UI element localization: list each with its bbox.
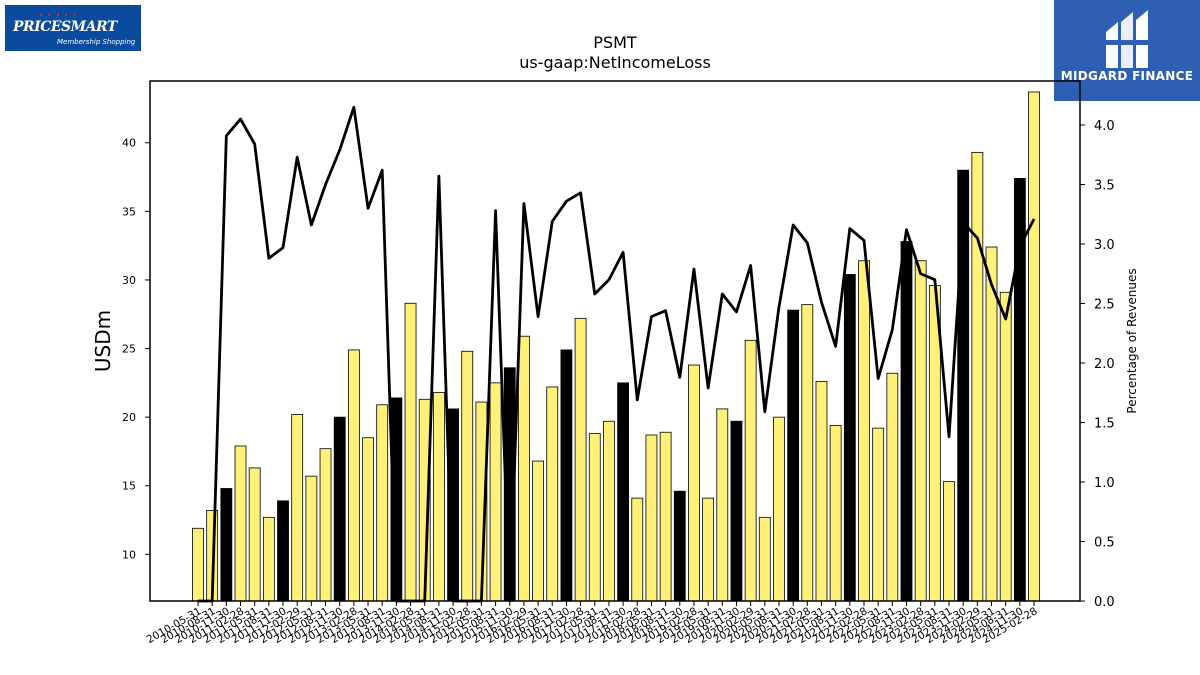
y2-tick-label: 3.5	[1094, 179, 1115, 194]
midgard-finance-logo: MIDGARD FINANCE	[1054, 0, 1200, 101]
logo-right-text: MIDGARD FINANCE	[1060, 69, 1194, 83]
bar	[702, 497, 715, 602]
y-tick-label: 20	[122, 411, 136, 424]
bar	[843, 274, 856, 602]
bar	[432, 392, 445, 602]
bar	[404, 302, 417, 602]
y2-tick-label: 1.5	[1094, 417, 1115, 432]
bar	[716, 408, 729, 602]
y-tick-label: 10	[122, 548, 136, 561]
bar	[376, 404, 389, 602]
plot-frame	[149, 80, 1081, 602]
percentage-line	[198, 105, 1036, 603]
bar	[603, 420, 615, 602]
bar	[305, 475, 318, 602]
bar	[546, 386, 559, 602]
bar	[560, 349, 573, 602]
bar	[574, 317, 587, 602]
bar	[730, 420, 743, 602]
bar	[900, 241, 913, 602]
bar	[461, 350, 474, 602]
bar	[773, 416, 785, 602]
bar	[362, 437, 374, 602]
bar	[645, 434, 658, 602]
y2-tick-label: 2.5	[1094, 298, 1115, 313]
bar	[872, 427, 885, 602]
y-tick-label: 30	[122, 274, 136, 287]
bar	[518, 335, 530, 602]
pricesmart-logo: • • • • • PRICESMART Membership Shopping	[5, 5, 141, 51]
bar	[333, 416, 346, 602]
bar	[829, 424, 842, 602]
bar	[347, 349, 360, 602]
bar	[277, 500, 289, 602]
chart-title: PSMT	[593, 33, 637, 52]
bar	[914, 260, 927, 602]
bar	[673, 490, 686, 602]
bar	[971, 151, 984, 602]
logo-brand-text: PRICESMART	[13, 19, 117, 35]
y2-tick-label: 1.0	[1094, 476, 1115, 491]
y2-axis-label: Percentage of Revenues	[1125, 268, 1139, 413]
bar	[220, 488, 233, 602]
midgard-mark-icon	[1106, 10, 1148, 68]
bar	[532, 460, 544, 602]
bar	[999, 291, 1012, 602]
bar	[319, 448, 332, 602]
y2-tick-label: 0.0	[1094, 595, 1115, 610]
y-tick-label: 15	[122, 480, 136, 493]
bar	[858, 260, 870, 602]
bar	[815, 381, 828, 602]
bar	[192, 527, 204, 602]
y2-tick-label: 3.0	[1094, 238, 1115, 253]
bar	[787, 309, 800, 602]
bar	[248, 467, 261, 602]
y2-tick-label: 4.0	[1094, 119, 1115, 134]
bar	[688, 364, 700, 602]
bar	[588, 433, 601, 602]
bar	[617, 382, 629, 602]
logo-tagline: Membership Shopping	[57, 38, 136, 46]
y-tick-label: 35	[122, 205, 136, 218]
bar	[262, 516, 275, 602]
logo-dots-icon: • • • • •	[39, 11, 78, 19]
bar	[489, 382, 502, 602]
bar	[659, 431, 672, 602]
bar	[631, 497, 644, 602]
y2-tick-label: 0.5	[1094, 536, 1115, 551]
y-tick-label: 25	[122, 343, 136, 356]
chart-subtitle: us-gaap:NetIncomeLoss	[519, 53, 711, 72]
bar	[291, 413, 304, 602]
bar	[744, 339, 757, 602]
y-axis-label: USDm	[91, 310, 115, 372]
bar	[1028, 91, 1040, 602]
bar	[943, 481, 955, 602]
bar	[801, 304, 814, 602]
bar	[234, 445, 247, 602]
bar	[758, 516, 771, 602]
y-tick-label: 40	[122, 137, 136, 150]
bar	[985, 246, 998, 602]
y2-tick-label: 2.0	[1094, 357, 1115, 372]
bar	[886, 372, 899, 602]
